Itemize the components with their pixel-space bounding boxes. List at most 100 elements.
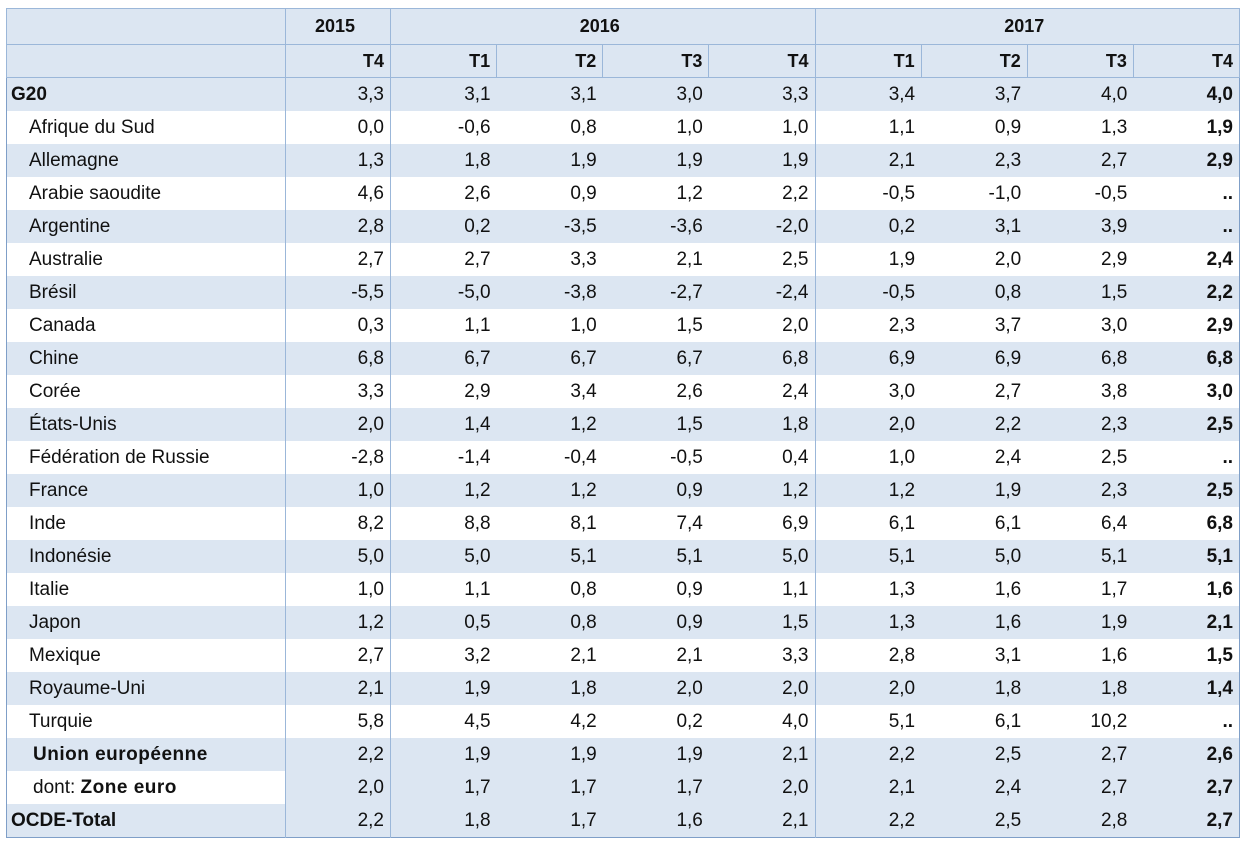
value-cell: 2,5 xyxy=(921,804,1028,838)
value-cell: 1,6 xyxy=(921,606,1028,639)
value-cell: 6,8 xyxy=(1206,512,1233,534)
row-label: Arabie saoudite xyxy=(29,182,162,204)
value-cell: 0,9 xyxy=(602,606,709,639)
value-cell: 1,6 xyxy=(1100,644,1128,666)
quarter-row: T4 T1 T2 T3 T4 T1 T2 T3 T4 xyxy=(6,44,1241,78)
value-cell: 2,7 xyxy=(1133,804,1240,838)
value-cell: 1,9 xyxy=(814,243,922,276)
value-cell: 1,9 xyxy=(1027,606,1134,639)
row-label: Mexique xyxy=(29,644,101,666)
value-cell: -3,6 xyxy=(602,210,709,243)
value-cell: 2,9 xyxy=(1206,314,1233,336)
value-cell: 1,8 xyxy=(921,672,1028,705)
value-cell: 0,8 xyxy=(570,116,597,138)
value-cell: 3,1 xyxy=(496,77,603,111)
value-cell: 2,2 xyxy=(814,738,922,771)
row-label: Argentine xyxy=(6,210,286,243)
value-cell: 6,7 xyxy=(496,342,603,375)
quarter-header: T3 xyxy=(1026,44,1134,78)
value-cell: 2,2 xyxy=(285,738,391,771)
value-cell: 6,8 xyxy=(1133,342,1240,375)
value-cell: 6,1 xyxy=(814,507,922,540)
value-cell: 1,1 xyxy=(782,578,809,600)
value-cell: 0,9 xyxy=(994,116,1022,138)
value-cell: .. xyxy=(1133,210,1240,243)
value-cell: 4,6 xyxy=(285,177,391,210)
table-row: dont: Zone euro 2,0 1,7 1,7 1,7 2,0 2,1 2,4 2,7 2… xyxy=(6,771,1240,804)
quarter-header: T4 xyxy=(1132,44,1241,78)
row-prefix: dont: xyxy=(33,776,76,798)
value-cell: 2,4 xyxy=(994,446,1022,468)
value-cell: 6,8 xyxy=(285,342,391,375)
value-cell: 1,5 xyxy=(1027,276,1134,309)
value-cell: 1,8 xyxy=(496,672,603,705)
value-cell: 3,3 xyxy=(708,77,815,111)
value-cell: 0,8 xyxy=(496,606,603,639)
value-cell: 2,7 xyxy=(1133,771,1240,804)
value-cell: 2,0 xyxy=(708,672,815,705)
value-cell: 2,3 xyxy=(814,309,922,342)
value-cell: 5,1 xyxy=(1133,540,1240,573)
table-row: OCDE-Total 2,2 1,8 1,7 1,6 2,1 2,2 2,5 2,8 2,7 xyxy=(6,804,1240,838)
value-cell: 0,3 xyxy=(285,309,391,342)
value-cell: 5,0 xyxy=(708,540,815,573)
value-cell: 2,1 xyxy=(814,771,922,804)
value-cell: 1,3 xyxy=(285,144,391,177)
value-cell: 1,2 xyxy=(814,474,922,507)
value-cell: 1,0 xyxy=(814,441,922,474)
year-header: 2015 xyxy=(285,8,391,45)
value-cell: 2,3 xyxy=(1027,408,1134,441)
value-cell: 2,1 xyxy=(570,644,597,666)
row-label: Inde xyxy=(29,512,66,534)
value-cell: 3,2 xyxy=(389,639,497,672)
value-cell: 2,1 xyxy=(708,804,815,838)
quarter-header: T4 xyxy=(708,44,816,78)
value-cell: 0,0 xyxy=(285,111,391,144)
value-cell: 2,2 xyxy=(1133,276,1240,309)
value-cell: 1,9 xyxy=(389,738,497,771)
year-header: 2017 xyxy=(814,8,1240,45)
value-cell: 1,8 xyxy=(708,408,815,441)
value-cell: 6,9 xyxy=(921,342,1028,375)
row-label: OCDE-Total xyxy=(6,804,286,838)
value-cell: 2,7 xyxy=(1027,738,1134,771)
value-cell: 1,1 xyxy=(389,573,497,606)
value-cell: 0,2 xyxy=(676,710,703,732)
value-cell: 2,8 xyxy=(814,639,922,672)
value-cell: 4,0 xyxy=(782,710,809,732)
value-cell: 3,1 xyxy=(994,644,1022,666)
value-cell: 2,0 xyxy=(602,672,709,705)
value-cell: 5,0 xyxy=(921,540,1028,573)
value-cell: 2,4 xyxy=(1206,248,1233,270)
value-cell: 5,8 xyxy=(285,705,391,738)
table-row: Argentine 2,8 0,2 -3,5 -3,6 -2,0 0,2 3,1 3,9.. xyxy=(6,210,1240,243)
table-row: Fédération de Russie -2,8 -1,4 -0,4 -0,5 0,4 1… xyxy=(7,441,1240,474)
value-cell: 0,5 xyxy=(389,606,497,639)
value-cell: 2,5 xyxy=(921,738,1028,771)
value-cell: 4,0 xyxy=(1027,77,1134,111)
value-cell: -3,8 xyxy=(496,276,603,309)
row-label: Brésil xyxy=(6,276,286,309)
value-cell: 3,0 xyxy=(1100,314,1128,336)
value-cell: .. xyxy=(1222,446,1233,468)
value-cell: 2,0 xyxy=(285,771,391,804)
value-cell: 2,7 xyxy=(1027,144,1134,177)
value-cell: 2,8 xyxy=(1027,804,1134,838)
value-cell: -5,0 xyxy=(389,276,497,309)
quarter-header: T1 xyxy=(389,44,498,78)
value-cell: 2,7 xyxy=(994,380,1022,402)
quarter-header: T2 xyxy=(496,44,604,78)
value-cell: 3,4 xyxy=(814,77,922,111)
value-cell: 0,2 xyxy=(389,210,497,243)
table-row: G20 3,3 3,1 3,1 3,0 3,3 3,4 3,7 4,0 4,0 xyxy=(6,77,1240,111)
value-cell: 2,0 xyxy=(814,408,922,441)
row-label: Canada xyxy=(29,314,96,336)
value-cell: -1,4 xyxy=(389,441,497,474)
value-cell: 4,2 xyxy=(570,710,597,732)
value-cell: 1,8 xyxy=(389,144,497,177)
value-cell: 2,8 xyxy=(285,210,391,243)
value-cell: 6,4 xyxy=(1100,512,1128,534)
quarter-header: T3 xyxy=(602,44,710,78)
quarter-header: T1 xyxy=(814,44,922,78)
